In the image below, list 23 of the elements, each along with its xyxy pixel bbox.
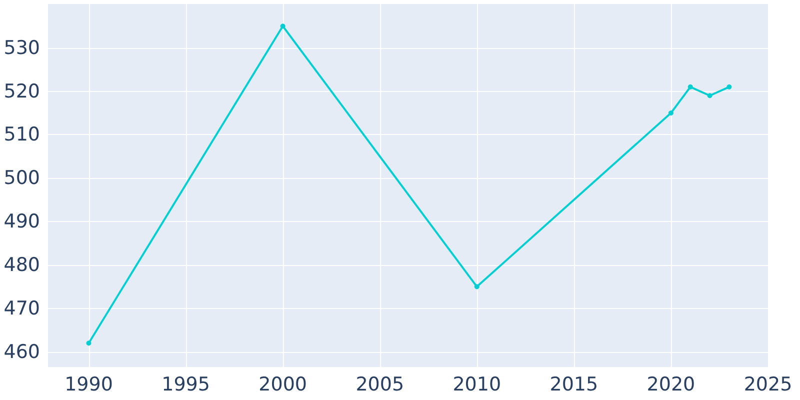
point	[86, 340, 92, 346]
point	[707, 93, 712, 98]
x-tick-label: 2005	[356, 374, 404, 396]
y-tick-label: 460	[4, 340, 40, 363]
x-tick-label: 2025	[744, 374, 792, 396]
point	[688, 84, 693, 90]
x-tick-label: 2015	[550, 374, 598, 396]
y-tick-label: 500	[4, 167, 40, 190]
y-tick-label: 480	[4, 254, 40, 276]
y-tick-label: 530	[4, 36, 40, 59]
point	[726, 84, 732, 90]
y-tick-label: 470	[4, 297, 40, 320]
x-tick-label: 2010	[452, 374, 502, 396]
y-tick-label: 510	[4, 124, 40, 146]
y-tick-label: 520	[4, 80, 40, 102]
x-tick-label: 2020	[646, 374, 696, 396]
point	[280, 24, 286, 29]
x-tick-label: 2000	[258, 374, 308, 396]
point	[474, 284, 480, 290]
x-tick-label: 1990	[64, 374, 113, 396]
point	[668, 110, 674, 116]
x-tick-label: 1995	[162, 374, 210, 396]
y-tick-label: 490	[4, 210, 40, 233]
